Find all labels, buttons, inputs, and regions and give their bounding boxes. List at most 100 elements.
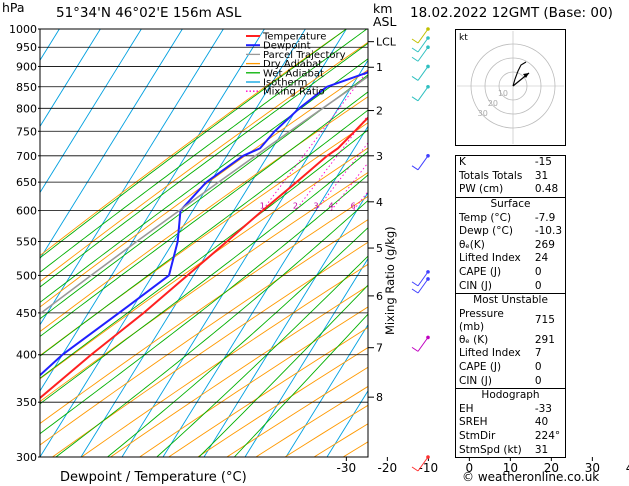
k-index-label: K <box>454 154 532 170</box>
surface-cape-value: 0 <box>531 265 566 280</box>
hodograph-unit: kt <box>459 33 468 43</box>
pw-value: 0.48 <box>531 183 566 198</box>
isotherm-line <box>40 29 265 392</box>
pressure-axis: 300 350 400 450 500 550 600 650 700 750 800 850 900 9… <box>9 23 40 464</box>
totals-label: Totals Totals <box>454 169 532 184</box>
pressure-tick-label: 850 <box>16 81 37 94</box>
wet-adiabat-line <box>233 313 368 457</box>
unstable-title: Most Unstable <box>455 292 566 308</box>
unstable-li-value: 7 <box>531 347 566 361</box>
wet-adiabat-line <box>107 227 368 457</box>
mixing-ratio-line <box>295 114 368 211</box>
wind-barb-dot <box>426 277 430 281</box>
skewt-grid <box>40 29 368 457</box>
pressure-tick-label: 750 <box>16 125 37 138</box>
stmspd-value: 31 <box>531 443 566 458</box>
km-tick-label: 8 <box>376 391 383 404</box>
wet-adiabat-line <box>156 255 368 457</box>
isotherm-line <box>40 29 306 457</box>
temperature-tick-label: 30 <box>585 461 600 475</box>
legend-label: Wet Adiabat <box>263 68 324 79</box>
legend-label: Dewpoint <box>263 41 311 52</box>
sreh-value: 40 <box>531 416 566 430</box>
pressure-tick-label: 800 <box>16 102 37 115</box>
surface-cin-value: 0 <box>531 279 566 294</box>
unstable-pressure-label: Pressure (mb) <box>454 307 532 334</box>
sreh-label: SREH <box>454 416 532 430</box>
isotherm-line <box>162 125 368 457</box>
mixing-ratio-line <box>261 69 368 211</box>
surface-dewp-value: -10.3 <box>531 224 566 239</box>
wind-barb-dot <box>426 153 430 158</box>
km-tick-label: 7 <box>376 342 383 355</box>
series-dewpoint <box>40 71 368 377</box>
surface-temp-label: Temp (°C) <box>454 211 532 225</box>
wind-barb-shaft <box>417 271 429 287</box>
stmdir-value: 224° <box>531 429 566 444</box>
wind-barbs <box>411 27 430 472</box>
unstable-cape-value: 0 <box>531 360 566 375</box>
dry-adiabat-line <box>40 219 368 446</box>
x-axis-label: Dewpoint / Temperature (°C) <box>60 470 247 485</box>
unstable-cin-label: CIN (J) <box>454 374 532 389</box>
wind-barb-dot <box>426 455 430 459</box>
pw-label: PW (cm) <box>454 183 532 198</box>
km-tick-label: 6 <box>376 290 383 303</box>
wind-barb-shaft <box>417 456 429 472</box>
wet-adiabat-line <box>55 199 368 457</box>
dry-adiabat-line <box>168 326 368 457</box>
temperature-tick-label: 20 <box>544 461 559 475</box>
pressure-tick-label: 350 <box>16 396 37 409</box>
wind-barb-shaft <box>417 28 429 44</box>
isotherm-line <box>285 323 368 457</box>
wind-barb-flag <box>411 466 419 472</box>
wind-barb-flag <box>411 346 419 352</box>
km-tick-label: LCL <box>376 36 397 49</box>
asl-unit: ASL <box>373 14 397 29</box>
isotherm-line <box>40 29 183 260</box>
wind-barb-flag <box>411 38 419 44</box>
isotherm-line <box>203 191 368 457</box>
wind-barb-shaft <box>417 337 429 352</box>
hodograph-ring-label: 20 <box>488 99 498 108</box>
surface-theta-value: 269 <box>531 238 566 253</box>
hodograph-title: Hodograph <box>455 387 566 403</box>
km-tick-label: 5 <box>376 242 383 255</box>
isotherm-line <box>40 29 101 128</box>
wind-barb-dot <box>426 27 430 31</box>
unstable-theta-value: 291 <box>531 333 566 348</box>
hodograph-ring-label: 30 <box>478 109 488 118</box>
pressure-tick-label: 1000 <box>9 23 37 36</box>
surface-temp-value: -7.9 <box>531 211 566 225</box>
legend-label: Mixing Ratio <box>263 87 325 98</box>
stmspd-label: StmSpd (kt) <box>454 443 532 458</box>
wind-barb-dot <box>426 270 430 274</box>
surface-theta-label: θₑ(K) <box>454 238 532 253</box>
date-title: 18.02.2022 12GMT (Base: 00) <box>410 5 613 21</box>
stmdir-label: StmDir <box>454 429 532 444</box>
location-title: 51°34'N 46°02'E 156m ASL <box>56 5 242 21</box>
mixing-ratio-label: 6 <box>351 202 356 211</box>
wind-barb-shaft <box>417 66 429 81</box>
surface-title: Surface <box>455 196 566 212</box>
storm-motion-arrowhead <box>523 73 529 78</box>
totals-value: 31 <box>531 169 566 184</box>
mixing-ratio-axis-label: Mixing Ratio (g/kg) <box>383 226 397 335</box>
wind-barb-flag <box>411 56 419 62</box>
wind-barb-dot <box>426 64 430 69</box>
mixing-ratio-label: 4 <box>329 202 334 211</box>
pressure-tick-label: 650 <box>16 176 37 189</box>
wind-barb-shaft <box>417 37 429 53</box>
unstable-cin-value: 0 <box>531 374 566 389</box>
pressure-tick-label: 450 <box>16 307 37 320</box>
unstable-theta-label: θₑ (K) <box>454 333 532 348</box>
pressure-tick-label: 550 <box>16 236 37 249</box>
wind-barb-dot <box>426 335 430 340</box>
temperature-axis: -30 -20 -10 0 10 20 30 40 <box>337 457 629 475</box>
wind-barb-shaft <box>417 86 429 102</box>
wind-barb-flag <box>411 96 419 102</box>
pressure-tick-label: 300 <box>16 451 37 464</box>
plot-frame <box>39 28 369 458</box>
